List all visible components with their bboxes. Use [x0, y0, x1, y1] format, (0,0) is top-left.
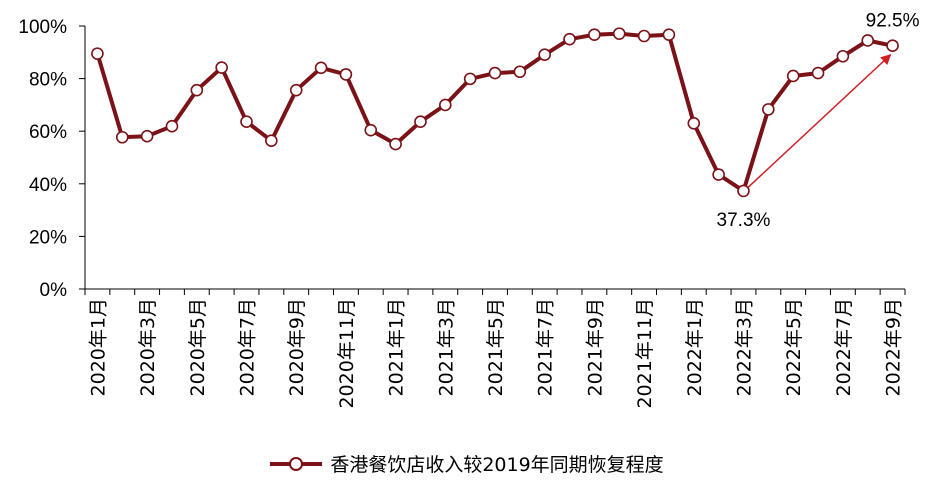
- x-tick-label: 2020年3月: [137, 298, 159, 396]
- data-point: [240, 115, 253, 129]
- y-tick-label: 60%: [29, 122, 67, 143]
- data-point: [538, 48, 551, 61]
- data-point: [140, 129, 154, 143]
- legend-line-marker-icon: [270, 456, 323, 471]
- axes: [84, 26, 905, 290]
- data-point: [488, 66, 502, 80]
- data-point: [439, 98, 452, 112]
- series-layer: [91, 27, 899, 198]
- x-tick-label: 2022年9月: [883, 298, 905, 396]
- data-point: [886, 39, 899, 53]
- x-tick-label: 2020年9月: [286, 298, 308, 396]
- data-point: [364, 123, 378, 137]
- data-point: [265, 134, 278, 147]
- x-tick-label: 2021年11月: [634, 298, 656, 409]
- data-point: [811, 66, 825, 80]
- x-tick-label: 2021年7月: [535, 298, 557, 396]
- annotations: 92.5% 37.3%: [717, 11, 920, 231]
- x-tick-label: 2020年7月: [237, 298, 259, 396]
- x-axis-ticks: 2020年1月 2020年3月 2020年5月 2020年7月 2020年9月 2020年…: [84, 289, 906, 409]
- data-point: [115, 130, 129, 144]
- data-point: [836, 49, 850, 63]
- data-point: [339, 68, 353, 81]
- x-tick-label: 2022年7月: [833, 298, 855, 396]
- data-point: [563, 32, 576, 46]
- y-tick-label: 100%: [18, 17, 67, 38]
- x-tick-label: 2021年1月: [386, 298, 408, 396]
- x-tick-label: 2020年11月: [336, 298, 358, 409]
- data-point: [712, 168, 725, 181]
- x-tick-label: 2020年5月: [187, 298, 209, 396]
- data-point: [786, 69, 800, 83]
- data-point: [215, 61, 228, 74]
- data-point: [91, 47, 104, 60]
- x-tick-label: 2020年1月: [87, 298, 109, 396]
- trend-arrow: [746, 54, 892, 189]
- x-tick-label: 2021年3月: [435, 298, 457, 396]
- data-point: [190, 83, 204, 97]
- y-tick-label: 40%: [29, 175, 67, 196]
- y-axis-ticks: 0% 20% 40% 60% 80% 100%: [18, 17, 85, 301]
- data-point: [762, 103, 775, 116]
- data-point: [612, 27, 626, 40]
- y-tick-label: 80%: [29, 70, 67, 91]
- data-point: [588, 28, 601, 41]
- data-point: [637, 29, 651, 43]
- data-label: 92.5%: [866, 11, 920, 32]
- data-point: [861, 34, 875, 47]
- y-tick-label: 0%: [40, 280, 68, 301]
- data-point: [687, 117, 701, 130]
- y-tick-label: 20%: [29, 227, 67, 248]
- x-tick-label: 2022年3月: [733, 298, 755, 396]
- arrow-line: [746, 54, 892, 189]
- x-tick-label: 2021年9月: [584, 298, 606, 396]
- data-point: [414, 115, 427, 129]
- data-point: [662, 28, 676, 41]
- data-point: [165, 119, 179, 133]
- data-point: [314, 61, 328, 75]
- x-tick-label: 2022年5月: [783, 298, 805, 396]
- data-point: [463, 72, 477, 86]
- legend: 香港餐饮店收入较2019年同期恢复程度: [0, 450, 932, 477]
- data-point: [513, 65, 527, 79]
- data-label: 37.3%: [717, 210, 771, 231]
- data-point: [289, 83, 303, 97]
- legend-label: 香港餐饮店收入较2019年同期恢复程度: [330, 454, 664, 476]
- data-point: [737, 184, 750, 198]
- x-tick-label: 2022年1月: [684, 298, 706, 396]
- data-point: [389, 137, 402, 151]
- x-tick-label: 2021年5月: [485, 298, 507, 396]
